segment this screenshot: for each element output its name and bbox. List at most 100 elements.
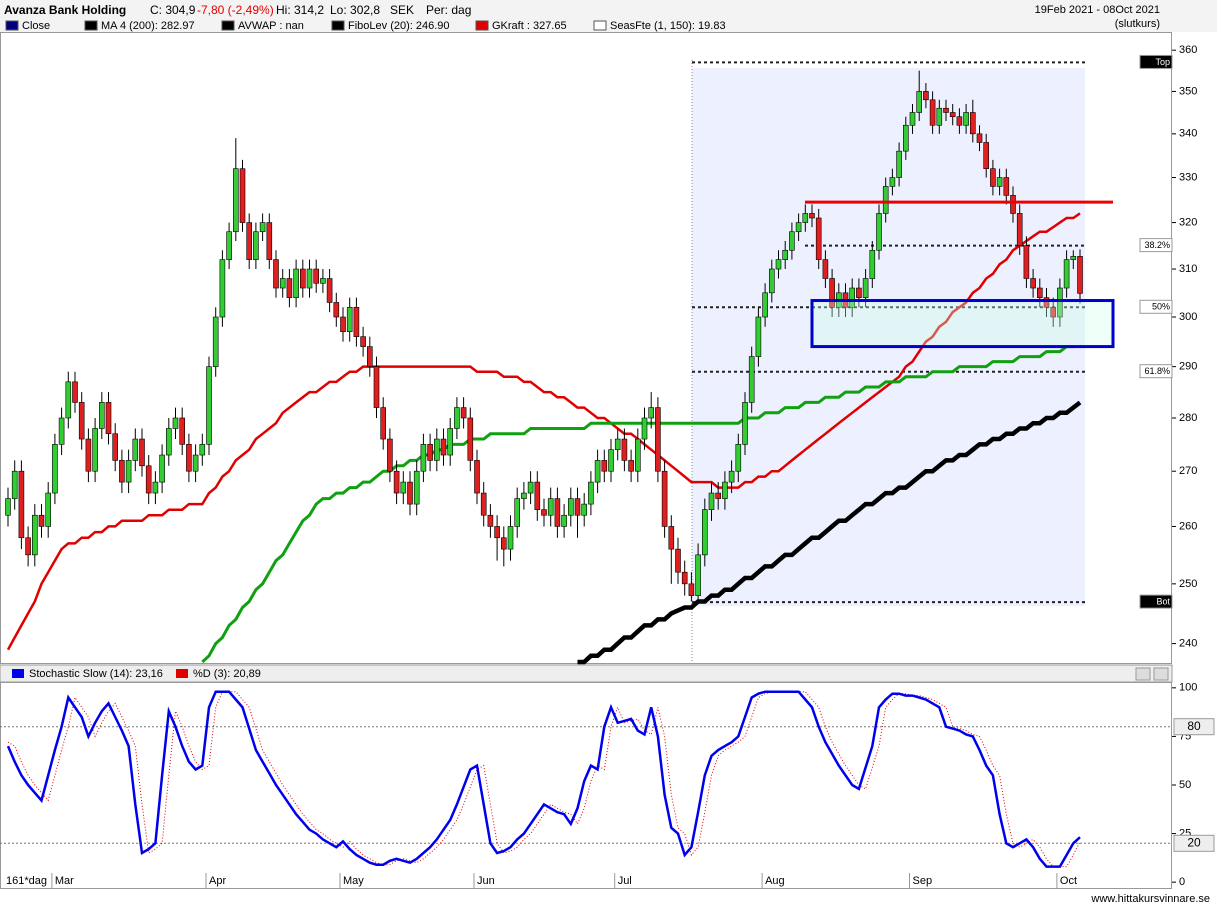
level-label: 20 — [1187, 835, 1201, 849]
candle-body — [1057, 287, 1063, 318]
candle-body — [500, 537, 507, 550]
candle-body — [1023, 245, 1030, 279]
y-tick-label: 240 — [1179, 637, 1197, 649]
candle-body — [628, 460, 634, 472]
candle-body — [1063, 259, 1070, 289]
legend-label: FiboLev (20): 246.90 — [348, 20, 450, 32]
low-value: Lo: 302,8 — [330, 3, 380, 17]
candle-body — [460, 407, 467, 419]
candle-body — [554, 498, 561, 527]
candle-body — [360, 336, 366, 347]
y-tick-label: 320 — [1179, 216, 1197, 228]
y-tick-label: 360 — [1179, 44, 1197, 56]
price-type: (slutkurs) — [1115, 18, 1160, 30]
candle-body — [387, 438, 393, 472]
candle-body — [72, 381, 78, 403]
candle-body — [393, 470, 400, 494]
candle-body — [427, 444, 433, 461]
legend-swatch — [12, 669, 24, 678]
candle-body — [333, 302, 340, 318]
candle-body — [199, 444, 206, 456]
candle-body — [768, 268, 775, 294]
candle-body — [326, 278, 333, 303]
candle-body — [514, 498, 521, 527]
legend-label: Close — [22, 20, 50, 32]
bar-count: 161*dag — [6, 875, 47, 887]
candle-body — [433, 438, 440, 461]
candle-body — [420, 444, 427, 472]
date-range: 19Feb 2021 - 08Oct 2021 — [1035, 4, 1160, 16]
candle-body — [896, 150, 902, 178]
candle-body — [45, 492, 52, 527]
candle-body — [1077, 256, 1083, 294]
candle-body — [5, 498, 11, 516]
candle-body — [507, 526, 514, 550]
site: www.hittakursvinnare.se — [1090, 893, 1210, 905]
candle-body — [782, 249, 789, 260]
candle-body — [166, 428, 172, 456]
candle-body — [313, 268, 320, 284]
candle-body — [18, 470, 25, 539]
x-tick-label: Aug — [765, 875, 785, 887]
x-tick-label: Jun — [477, 875, 495, 887]
candle-body — [762, 292, 768, 318]
y-tick-label: 300 — [1179, 311, 1197, 323]
stoch-line — [6, 690, 1081, 868]
candle-body — [581, 503, 588, 516]
y-tick-label: 260 — [1179, 520, 1197, 532]
zoom-button[interactable] — [1135, 667, 1151, 681]
legend-label: AVWAP : nan — [238, 20, 304, 32]
candle-body — [266, 222, 273, 260]
candle-body — [192, 454, 199, 472]
candle-body — [467, 417, 474, 461]
candle-body — [239, 168, 246, 223]
candle-body — [675, 548, 681, 573]
candle-body — [92, 428, 98, 472]
candle-body — [112, 433, 118, 461]
candle-body — [186, 444, 192, 472]
candle-body — [722, 481, 728, 499]
candle-body — [340, 316, 346, 333]
candle-body — [708, 492, 715, 510]
candle-body — [956, 116, 963, 126]
price-panel — [0, 32, 1172, 664]
candle-body — [594, 460, 601, 483]
candle-body — [561, 514, 567, 527]
x-tick-label: Sep — [913, 875, 933, 887]
candle-body — [614, 438, 621, 450]
candle-body — [172, 417, 179, 429]
fibo-label: 38.2% — [1144, 240, 1170, 250]
y-tick-label: 0 — [1179, 876, 1185, 888]
candle-body — [58, 417, 65, 445]
stoch-panel — [0, 682, 1172, 889]
close-value: C: 304,9 — [150, 3, 196, 17]
candle-body — [212, 316, 219, 367]
overlay-line — [201, 345, 1074, 664]
candle-body — [279, 278, 286, 289]
candle-body — [179, 417, 185, 445]
fibo-tag — [1139, 594, 1173, 609]
candle-body — [219, 259, 226, 318]
x-tick-label: Apr — [209, 875, 226, 887]
candle-body — [655, 407, 661, 472]
candle-body — [601, 460, 608, 472]
change-value: -7,80 (-2,49%) — [197, 3, 274, 17]
candle-body — [621, 438, 628, 461]
candle-body — [949, 112, 956, 118]
candle-body — [567, 498, 574, 516]
y-tick-label: 340 — [1179, 128, 1197, 140]
overlay-line — [577, 400, 1082, 665]
settings-button[interactable] — [1153, 667, 1169, 681]
fibo-tag — [1139, 238, 1173, 253]
candle-body — [1043, 297, 1050, 308]
candle-body — [1016, 213, 1023, 246]
candle-body — [815, 217, 822, 260]
candle-body — [494, 526, 500, 539]
candle-body — [809, 213, 815, 219]
candle-body — [65, 381, 72, 419]
legend-label: MA 4 (200): 282.97 — [101, 20, 195, 32]
candle-body — [996, 177, 1003, 187]
fibo-tag — [1139, 364, 1173, 379]
candle-body — [1070, 256, 1077, 260]
